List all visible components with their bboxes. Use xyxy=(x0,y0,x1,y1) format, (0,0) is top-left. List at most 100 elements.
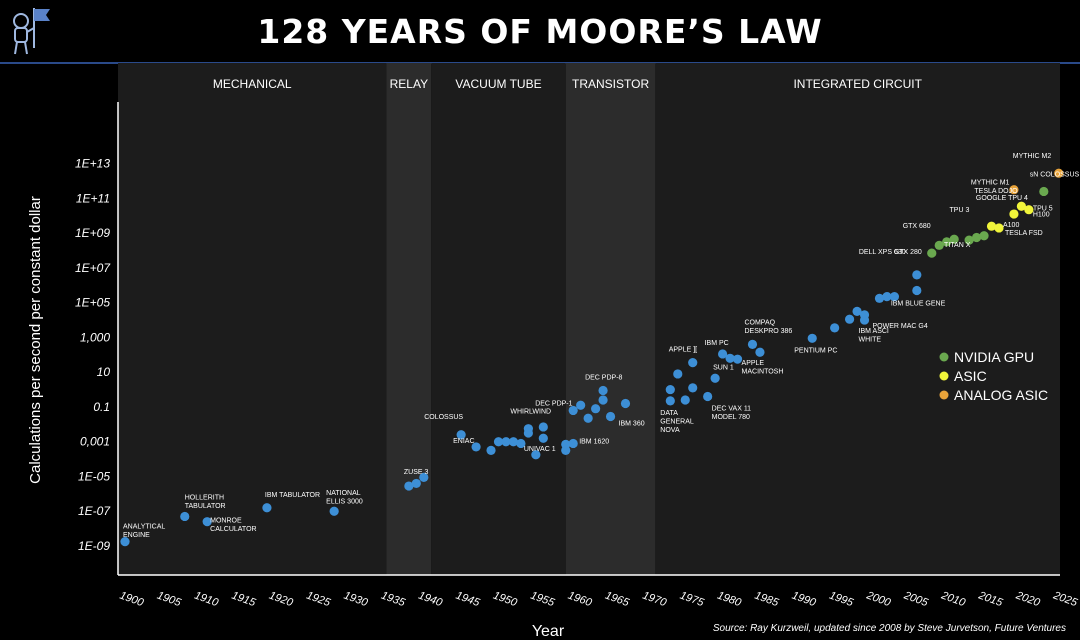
annotation-label: PENTIUM PC xyxy=(794,347,837,354)
x-tick-label: 1955 xyxy=(529,590,557,610)
x-tick-label: 1920 xyxy=(267,590,295,610)
annotation-label: TITAN X xyxy=(944,242,971,249)
annotation-label: DEC PDP-8 xyxy=(585,374,622,381)
annotation-label: UNIVAC 1 xyxy=(524,446,556,453)
annotation-label: POWER MAC G4 xyxy=(873,323,928,330)
annotation-label: ANALYTICAL xyxy=(123,524,165,531)
y-tick-label: 1E+05 xyxy=(75,296,110,310)
source-note: Source: Ray Kurzweil, updated since 2008… xyxy=(712,623,1066,634)
annotation-label: ENIAC xyxy=(453,438,474,445)
annotation-label: IBM BLUE GENE xyxy=(891,301,946,308)
era-label: MECHANICAL xyxy=(213,77,292,91)
x-tick-label: 1965 xyxy=(604,590,632,610)
x-axis-label: Year xyxy=(532,623,565,640)
x-tick-label: 2010 xyxy=(939,589,968,609)
annotation-label: DESKPRO 386 xyxy=(744,328,792,335)
data-point xyxy=(576,400,586,410)
x-tick-label: 1980 xyxy=(716,590,744,610)
x-tick-label: 1935 xyxy=(379,590,407,610)
annotation-label: WHITE xyxy=(859,337,882,344)
data-point xyxy=(942,237,952,247)
y-tick-label: 1E-05 xyxy=(78,469,110,483)
data-point xyxy=(531,450,541,460)
annotation-label: GENERAL xyxy=(660,418,694,425)
data-point xyxy=(859,315,870,325)
annotation-label: DELL XPS 630 xyxy=(859,249,906,256)
x-tick-label: 1960 xyxy=(566,590,594,610)
x-tick-label: 1900 xyxy=(118,590,146,610)
data-point xyxy=(1054,168,1064,178)
era-band xyxy=(118,63,387,575)
y-tick-label: 1E+09 xyxy=(75,226,110,240)
data-point xyxy=(493,437,504,447)
annotation-label: NATIONAL xyxy=(326,490,361,497)
y-tick-label: 1,000 xyxy=(80,330,110,344)
annotation-label: APPLE ][ xyxy=(669,347,697,354)
annotation-label: APPLE xyxy=(742,360,765,367)
annotation-label: NOVA xyxy=(660,427,680,434)
x-tick-label: 1995 xyxy=(828,590,856,610)
data-points xyxy=(120,168,1064,547)
data-point xyxy=(523,428,533,438)
data-point xyxy=(591,404,601,414)
annotation-label: TESLA DOJO xyxy=(974,188,1018,195)
data-point xyxy=(732,354,743,364)
data-point xyxy=(747,339,758,349)
legend-label: NVIDIA GPU xyxy=(954,349,1034,365)
legend-label: ANALOG ASIC xyxy=(954,387,1048,403)
annotation-label: CALCULATOR xyxy=(210,526,256,533)
annotation-label: GTX 680 xyxy=(903,223,931,230)
era-label: RELAY xyxy=(390,77,428,91)
data-point xyxy=(598,395,608,405)
data-point xyxy=(710,373,720,383)
data-point xyxy=(1009,209,1019,219)
x-tick-label: 1975 xyxy=(678,590,706,610)
data-point xyxy=(538,433,548,443)
annotation-label: COMPAQ xyxy=(744,319,775,326)
annotation-label: TESLA FSD xyxy=(1005,230,1043,237)
annotation-label: DEC VAX 11 xyxy=(712,406,752,413)
data-point xyxy=(874,293,885,303)
data-point xyxy=(971,232,982,243)
data-point xyxy=(830,323,840,333)
annotation-label: COLOSSUS xyxy=(424,414,463,421)
data-point xyxy=(419,472,429,482)
annotation-label: H100 xyxy=(1033,212,1050,219)
x-tick-label: 1945 xyxy=(454,590,482,610)
data-point xyxy=(949,234,959,244)
data-point xyxy=(986,221,997,231)
y-tick-label: 1E+13 xyxy=(75,157,110,171)
legend-marker xyxy=(939,371,949,381)
era-band xyxy=(655,63,1060,575)
data-point xyxy=(605,411,616,422)
y-tick-label: 1E+11 xyxy=(76,191,110,205)
annotation-label: MYTHIC M1 xyxy=(971,180,1010,187)
x-tick-label: 1915 xyxy=(230,590,258,610)
annotation-label: ENGINE xyxy=(123,532,150,539)
data-point xyxy=(844,314,855,324)
data-point xyxy=(852,306,862,316)
annotation-label: MYTHIC M2 xyxy=(1013,153,1052,160)
data-point xyxy=(807,333,817,343)
y-tick-label: 1E-09 xyxy=(78,539,110,553)
data-point xyxy=(994,223,1004,233)
annotation-label: IBM TABULATOR xyxy=(265,492,320,499)
data-point xyxy=(688,383,698,393)
data-point xyxy=(1024,205,1034,215)
annotation-label: DEC PDP-1 xyxy=(535,400,572,407)
data-point xyxy=(202,517,212,527)
y-tick-label: 0,001 xyxy=(80,435,110,449)
annotation-label: IBM PC xyxy=(705,340,729,347)
astronaut-flag-icon xyxy=(13,8,50,55)
x-tick-label: 2000 xyxy=(864,589,893,609)
annotation-label: TPU 5 xyxy=(1033,206,1053,213)
data-point xyxy=(516,438,526,449)
legend-label: ASIC xyxy=(954,368,987,384)
data-point xyxy=(1039,186,1049,197)
data-point xyxy=(673,369,683,379)
annotation-label: MONROE xyxy=(210,518,242,525)
x-tick-label: 2020 xyxy=(1013,589,1042,609)
annotation-label: HOLLERITH xyxy=(185,494,224,501)
data-point xyxy=(568,405,578,416)
